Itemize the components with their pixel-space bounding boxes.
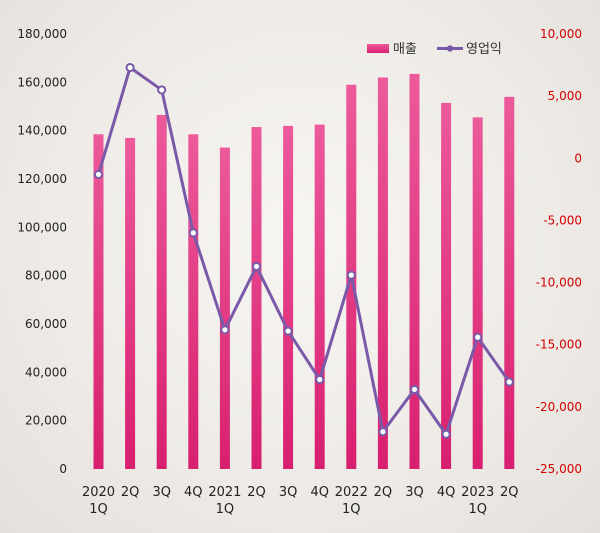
profit-point [504, 377, 514, 387]
x-tick-label: 2020 1Q [82, 485, 115, 517]
sales-bar [93, 134, 104, 469]
x-tick-label: 3Q [279, 485, 298, 500]
x-tick-label: 2021 1Q [208, 485, 241, 517]
left-tick-label: 120,000 [17, 172, 67, 186]
left-tick-label: 60,000 [25, 317, 67, 331]
profit-point [441, 429, 451, 439]
sales-bar [188, 134, 199, 469]
profit-point [93, 169, 104, 180]
x-tick-label: 3Q [152, 485, 171, 500]
left-tick-label: 0 [59, 462, 67, 476]
profit-point [409, 384, 420, 395]
sales-bars [93, 73, 515, 470]
x-tick-label: 2Q [374, 485, 393, 500]
sales-bar [504, 96, 515, 469]
x-tick-label: 2Q [500, 485, 519, 500]
x-tick-label: 3Q [405, 485, 424, 500]
sales-bar [377, 77, 388, 469]
x-tick-label: 4Q [437, 485, 456, 500]
sales-bar [314, 124, 325, 469]
left-tick-label: 40,000 [25, 365, 67, 379]
sales-bar [409, 73, 420, 469]
left-tick-label: 100,000 [17, 220, 67, 234]
x-tick-label: 4Q [184, 485, 203, 500]
profit-line-path [97, 66, 511, 436]
left-tick-label: 160,000 [17, 75, 67, 89]
profit-point [315, 374, 325, 385]
profit-point [157, 85, 167, 95]
profit-point [473, 332, 483, 342]
right-tick-label: 5,000 [548, 89, 582, 103]
left-tick-label: 140,000 [17, 124, 67, 138]
left-tick-label: 180,000 [17, 27, 67, 41]
left-tick-label: 20,000 [25, 414, 67, 428]
x-axis: 2020 1Q 2Q 3Q 4Q 2021 1Q 2Q 3Q 4Q 2022 1Q 2Q 3Q 4Q 2023… [82, 485, 519, 517]
legend-sales-label: 매출 [393, 42, 417, 57]
profit-point [378, 427, 388, 437]
left-tick-label: 80,000 [25, 269, 67, 283]
profit-point [251, 261, 262, 272]
sales-bar [125, 137, 136, 469]
x-tick-label: 2Q [121, 485, 140, 500]
profit-point [283, 326, 293, 336]
x-tick-label: 2022 1Q [335, 485, 368, 517]
sales-bar [251, 127, 262, 470]
profit-point [220, 325, 230, 335]
right-tick-label: 0 [574, 151, 582, 165]
sales-bar [472, 117, 483, 469]
sales-bar [441, 102, 452, 469]
x-tick-label: 2Q [247, 485, 266, 500]
left-axis: 0 20,000 40,000 60,000 80,000 100,000 120,000 1… [17, 27, 67, 476]
legend-profit-label: 영업익 [466, 42, 502, 57]
profit-point [125, 62, 135, 73]
right-axis: -25,000 -20,000 -15,000 -10,000 -5,000 0 5,000… [536, 27, 582, 476]
sales-bar [156, 114, 167, 469]
sales-bar [283, 125, 294, 469]
right-tick-label: -20,000 [536, 400, 582, 414]
right-tick-label: -25,000 [536, 462, 582, 476]
legend-profit-marker [446, 45, 454, 52]
right-tick-label: -10,000 [536, 276, 582, 290]
x-tick-label: 4Q [310, 485, 329, 500]
x-tick-label: 2023 1Q [461, 485, 494, 517]
profit-point [346, 270, 356, 280]
legend-sales-swatch [367, 44, 389, 53]
profit-point [188, 228, 198, 238]
right-tick-label: -5,000 [543, 213, 582, 227]
right-tick-label: -15,000 [536, 338, 582, 352]
sales-bar [219, 147, 230, 470]
legend: 매출 영업익 [367, 42, 502, 57]
right-tick-label: 10,000 [540, 27, 582, 41]
operating-profit-line [93, 62, 514, 439]
